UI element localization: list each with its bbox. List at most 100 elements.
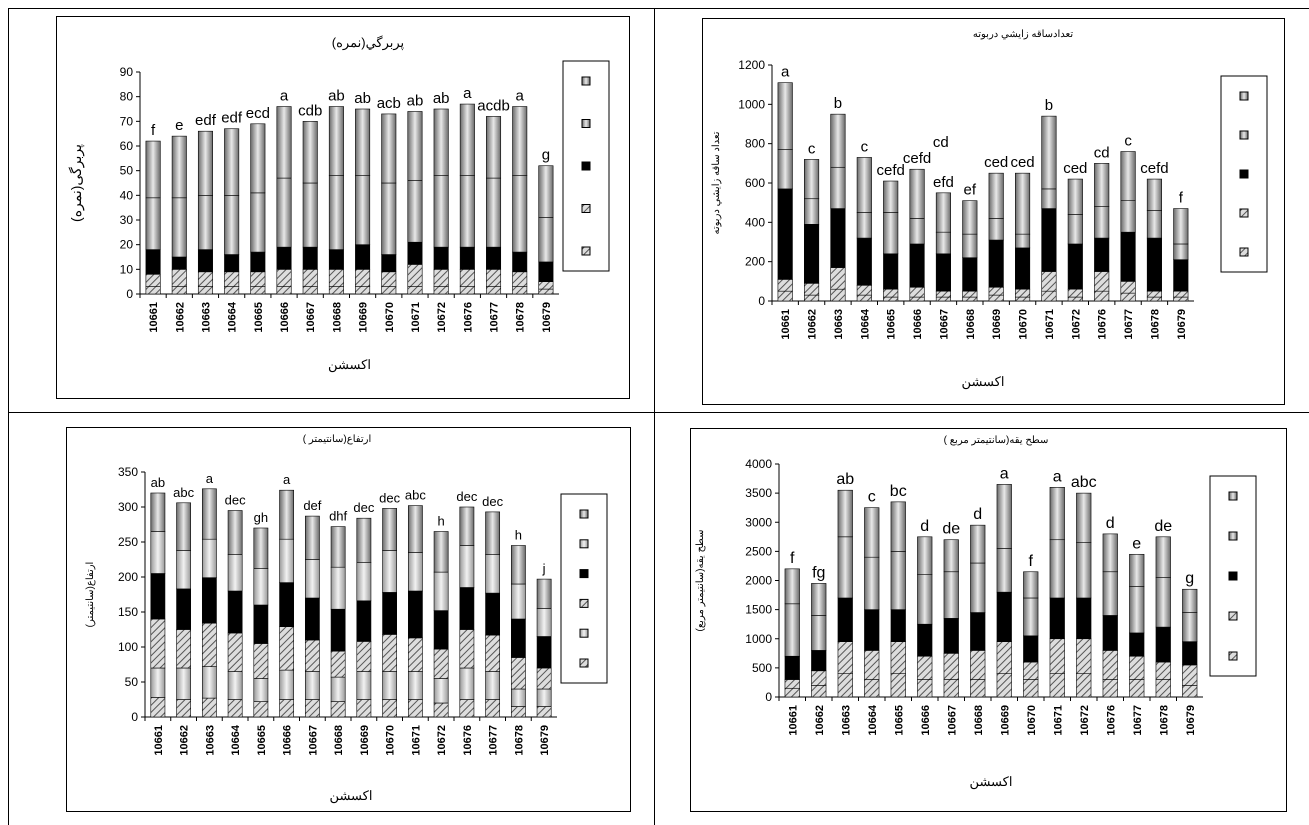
- bar-segment: [459, 269, 475, 287]
- bar-segment: [197, 286, 213, 295]
- bar-segment: [856, 212, 872, 239]
- y-tick-label: 800: [745, 137, 765, 151]
- chart-title: تعدادساقه زايشي دربوته: [973, 29, 1073, 40]
- bar-segment: [1173, 243, 1189, 260]
- bar-segment: [1049, 638, 1065, 675]
- bar-segment: [1094, 206, 1110, 239]
- bar-segment: [1102, 615, 1118, 651]
- x-tick-label: 10663: [833, 309, 845, 340]
- y-axis-label: ارتفاع(سانتیمتر): [85, 562, 96, 628]
- legend-marker: [1228, 491, 1238, 501]
- bar-segment: [996, 641, 1012, 675]
- data-label: gh: [254, 510, 268, 525]
- bar-segment: [171, 256, 187, 270]
- bar-segment: [864, 650, 880, 680]
- bar-segment: [804, 159, 820, 200]
- bar-segment: [1015, 233, 1031, 249]
- x-tick-label: 10662: [814, 705, 826, 736]
- bar-segment: [935, 231, 951, 255]
- bar-segment: [197, 249, 213, 273]
- bar-segment: [227, 699, 243, 718]
- x-tick-label: 10670: [1018, 309, 1030, 340]
- y-tick-label: 2500: [745, 544, 772, 558]
- bar-segment: [804, 294, 820, 302]
- bar-segment: [355, 244, 371, 270]
- data-label: ab: [328, 88, 345, 105]
- data-label: dec: [456, 489, 477, 504]
- bar-segment: [250, 192, 266, 253]
- chart-title: ارتفاع(سانتيمتر ): [303, 434, 371, 445]
- bar-segment: [883, 296, 899, 302]
- x-tick-label: 10665: [893, 705, 905, 736]
- bar-segment: [1173, 208, 1189, 245]
- y-tick-label: 10: [120, 262, 134, 276]
- bar-segment: [253, 604, 269, 644]
- y-tick-label: 20: [120, 238, 134, 252]
- bar-segment: [1155, 536, 1171, 578]
- data-label: d: [973, 506, 982, 523]
- bar-segment: [328, 106, 344, 176]
- bar-segment: [917, 574, 933, 625]
- data-label: ced: [984, 154, 1008, 171]
- bar-segment: [943, 571, 959, 619]
- bar-segment: [935, 192, 951, 233]
- y-tick-label: 1000: [745, 632, 772, 646]
- bar-segment: [276, 106, 292, 179]
- x-tick-label: 10661: [153, 725, 165, 756]
- bar-segment: [330, 701, 346, 718]
- bar-segment: [1155, 626, 1171, 663]
- bar-segment: [433, 108, 449, 176]
- bar-segment: [176, 667, 192, 700]
- bar-segment: [935, 290, 951, 298]
- bar-segment: [864, 556, 880, 610]
- bar-segment: [510, 706, 526, 718]
- bar-segment: [962, 200, 978, 235]
- bar-segment: [224, 128, 240, 196]
- legend-marker: [581, 161, 591, 171]
- bar-segment: [304, 597, 320, 641]
- x-tick-label: 10677: [489, 302, 501, 333]
- bar-segment: [407, 241, 423, 265]
- bar-segment: [883, 212, 899, 255]
- bar-segment: [459, 629, 475, 669]
- data-label: e: [175, 117, 183, 134]
- bar-segment: [433, 175, 449, 248]
- bar-segment: [1102, 533, 1118, 573]
- bar-segment: [485, 634, 501, 672]
- data-label: f: [1179, 190, 1184, 207]
- bar-segment: [988, 294, 1004, 302]
- bar-segment: [433, 702, 449, 718]
- bar-segment: [1155, 577, 1171, 628]
- bar-segment: [145, 140, 161, 199]
- x-tick-label: 10677: [1132, 705, 1144, 736]
- bar-segment: [943, 539, 959, 573]
- bar-segment: [1049, 486, 1065, 541]
- x-tick-label: 10672: [436, 302, 448, 333]
- data-label: ab: [836, 471, 854, 488]
- bar-segment: [1076, 638, 1092, 675]
- x-axis-label: اكسشن: [970, 774, 1013, 790]
- bar-segment: [1146, 178, 1162, 211]
- bar-segment: [356, 517, 372, 563]
- x-tick-label: 10667: [946, 705, 958, 736]
- bar-segment: [1094, 163, 1110, 207]
- bar-segment: [1146, 237, 1162, 292]
- bar-segment: [883, 253, 899, 290]
- bar-segment: [407, 286, 423, 295]
- bar-segment: [1102, 571, 1118, 616]
- bar-segment: [486, 269, 502, 287]
- legend-marker: [581, 204, 591, 213]
- bar-segment: [227, 590, 243, 634]
- bar-segment: [837, 536, 853, 599]
- bar-segment: [909, 296, 925, 302]
- x-tick-label: 10661: [780, 309, 792, 340]
- x-tick-label: 10671: [1052, 705, 1064, 736]
- bar-segment: [486, 246, 502, 270]
- bar-segment: [830, 166, 846, 209]
- bar-segment: [811, 670, 827, 686]
- bar-segment: [830, 113, 846, 168]
- bar-segment: [250, 271, 266, 287]
- bar-segment: [253, 568, 269, 606]
- bar-segment: [864, 609, 880, 651]
- y-tick-label: 40: [120, 188, 134, 202]
